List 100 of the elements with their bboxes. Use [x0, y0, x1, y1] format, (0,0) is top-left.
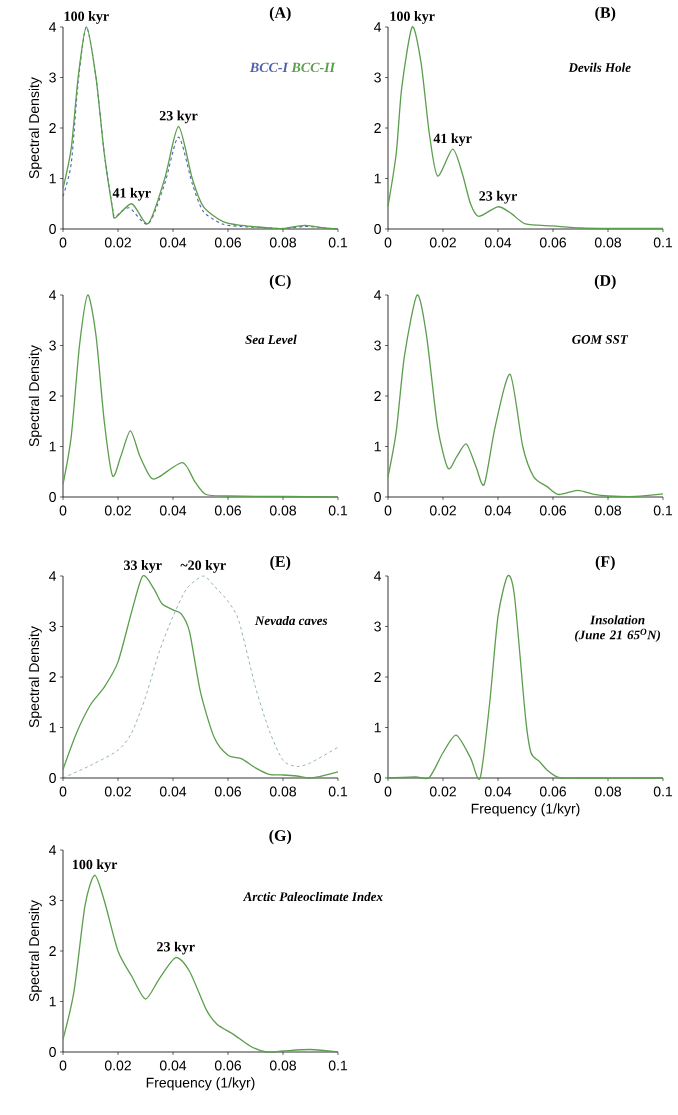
y-tick-label: 2 — [374, 123, 381, 133]
y-tick-label: 3 — [49, 340, 56, 351]
x-tick-label: 0.08 — [594, 786, 622, 797]
y-tick-label: 0 — [374, 492, 381, 502]
x-tick-label: 0.04 — [159, 505, 187, 516]
x-tick-label: 0.1 — [653, 237, 673, 248]
y-tick-label: 4 — [374, 290, 382, 300]
line-series — [62, 294, 339, 498]
y-tick-label: 2 — [49, 672, 56, 682]
y-tick-label: 0 — [49, 224, 56, 234]
y-tick-label: 2 — [374, 672, 381, 682]
x-tick-label: 0.06 — [214, 786, 241, 797]
x-tick-label: 0.02 — [429, 505, 456, 516]
y-tick-label: 0 — [49, 492, 56, 502]
x-tick-label: 0.04 — [159, 237, 187, 248]
y-tick-label: 0 — [49, 1047, 56, 1057]
chart-title: (F) — [595, 555, 615, 571]
y-tick-label: 4 — [48, 22, 57, 32]
annotation: 23 kyr — [159, 110, 198, 124]
x-tick-label: 0.04 — [159, 1060, 187, 1071]
y-tick-label: 0 — [374, 224, 381, 234]
x-tick-label: 0.08 — [269, 786, 297, 797]
chart-title: (E) — [270, 555, 291, 571]
chart-title: (G) — [269, 829, 292, 845]
x-tick-label: 0 — [59, 237, 67, 248]
x-tick-label: 0.02 — [104, 505, 131, 516]
chart-title: (B) — [595, 6, 616, 22]
annotation: 100 kyr — [390, 11, 435, 24]
y-tick-label: 3 — [374, 340, 381, 351]
y-axis-title: Spectral Density — [28, 77, 42, 179]
text: BCC-I — [249, 62, 289, 73]
annotation: 41 kyr — [433, 133, 472, 147]
text: Insolation (June 21 65$^{O}$N) — [575, 615, 661, 642]
y-tick-label: 1 — [374, 173, 381, 184]
y-axis-title: Spectral Density — [28, 900, 42, 1002]
x-tick-label: 0.1 — [653, 505, 673, 516]
x-tick-label: 0.04 — [484, 786, 512, 797]
x-tick-label: 0.04 — [159, 786, 187, 797]
x-tick-label: 0.02 — [104, 1060, 131, 1071]
y-tick-label: 4 — [374, 22, 382, 32]
annotation: 33 kyr — [124, 560, 162, 573]
y-tick-label: 2 — [49, 123, 56, 133]
x-tick-label: 0 — [59, 1060, 67, 1071]
y-tick-label: 3 — [49, 895, 56, 906]
y-tick-label: 2 — [374, 391, 381, 401]
text: Sea Level — [245, 334, 297, 345]
x-tick-label: 0 — [384, 237, 392, 248]
y-tick-label: 3 — [374, 621, 381, 632]
chart-title: (D) — [594, 274, 616, 290]
line-series — [387, 294, 664, 498]
y-tick-label: 4 — [48, 845, 57, 855]
text: Arctic Paleoclimate Index — [242, 891, 383, 902]
annotation: 23 kyr — [157, 941, 195, 955]
y-tick-label: 1 — [49, 441, 56, 452]
line-series — [62, 575, 339, 779]
annotation: 100 kyr — [73, 859, 118, 873]
y-tick-label: 0 — [374, 773, 381, 783]
x-tick-label: 0.02 — [104, 237, 131, 248]
y-tick-label: 3 — [49, 72, 56, 83]
line-series — [387, 575, 664, 780]
text: GOM SST — [572, 335, 629, 344]
x-tick-label: 0 — [59, 505, 67, 516]
y-tick-label: 3 — [49, 621, 56, 632]
text: BCC-II — [291, 62, 336, 73]
y-tick-label: 2 — [49, 946, 56, 956]
annotation: 100 kyr — [64, 11, 109, 24]
x-tick-label: 0.02 — [429, 237, 456, 248]
text: Devils Hole — [568, 62, 631, 72]
y-tick-label: 1 — [49, 173, 56, 184]
x-tick-label: 0.06 — [539, 237, 567, 248]
x-tick-label: 0.06 — [539, 786, 567, 797]
y-tick-label: 0 — [49, 773, 56, 783]
y-tick-label: 4 — [48, 290, 57, 300]
annotation: ~20 kyr — [180, 560, 226, 573]
x-tick-label: 0.1 — [328, 1060, 348, 1071]
x-tick-label: 0.06 — [214, 237, 241, 248]
x-tick-label: 0.02 — [429, 786, 456, 797]
x-tick-label: 0.08 — [269, 505, 297, 516]
x-tick-label: 0 — [59, 786, 67, 797]
x-tick-label: 0.06 — [214, 505, 241, 516]
x-tick-label: 0.06 — [214, 1060, 241, 1071]
x-tick-label: 0.02 — [104, 786, 131, 797]
x-axis-title: Frequency (1/kyr) — [146, 1077, 255, 1091]
annotation: 23 kyr — [479, 190, 517, 204]
y-tick-label: 1 — [49, 722, 56, 733]
x-tick-label: 0.1 — [328, 237, 348, 248]
x-tick-label: 0.08 — [594, 237, 622, 248]
y-tick-label: 4 — [374, 571, 382, 581]
y-tick-label: 1 — [49, 996, 56, 1007]
y-tick-label: 4 — [48, 571, 57, 581]
chart-title: (A) — [269, 6, 291, 22]
x-axis-title: Frequency (1/kyr) — [471, 803, 580, 817]
x-tick-label: 0.08 — [594, 505, 622, 516]
y-tick-label: 3 — [374, 72, 381, 83]
y-tick-label: 1 — [374, 722, 381, 733]
x-tick-label: 0.1 — [328, 505, 348, 516]
x-tick-label: 0.1 — [653, 786, 673, 797]
y-tick-label: 1 — [374, 441, 381, 452]
x-tick-label: 0.04 — [484, 237, 512, 248]
y-tick-label: 2 — [49, 391, 56, 401]
